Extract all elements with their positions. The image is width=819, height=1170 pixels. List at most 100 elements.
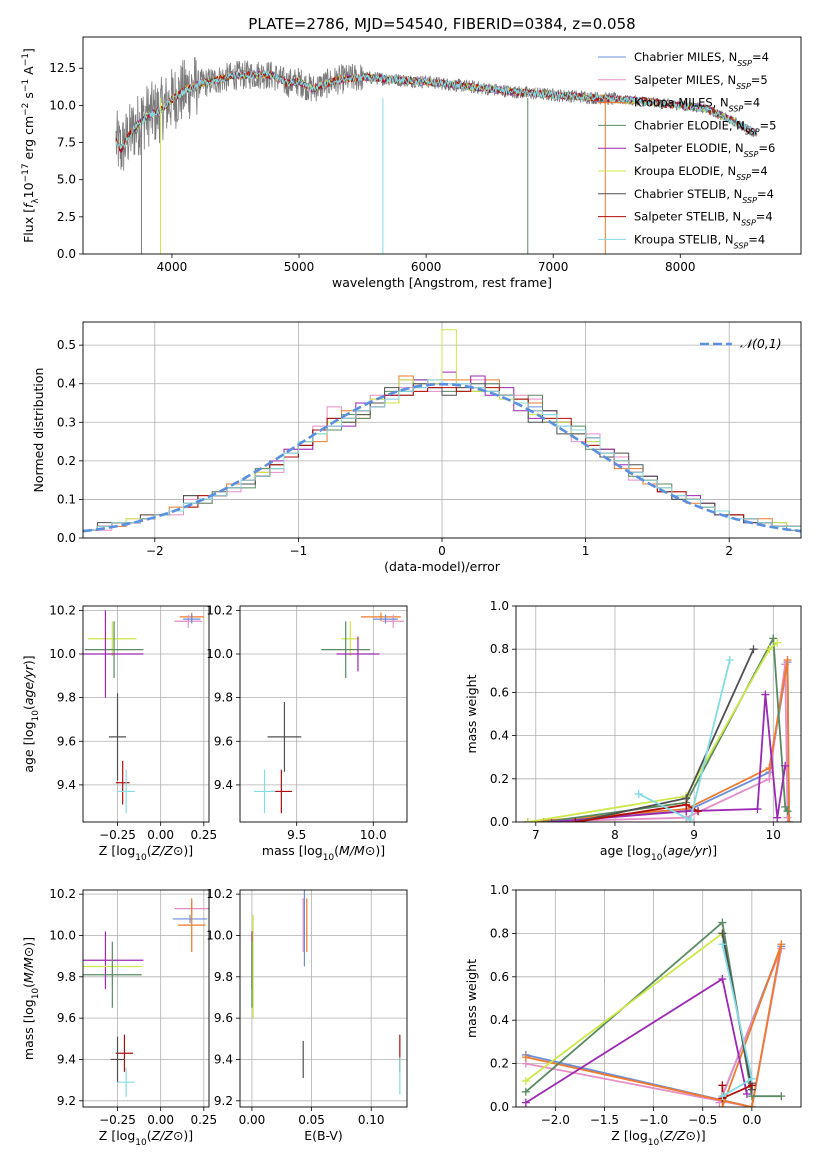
x-tick-label: 0.10	[358, 1113, 385, 1127]
weight-marker	[783, 807, 792, 816]
x-axis-label: age [log10(age/yr)]	[600, 843, 717, 863]
y-tick-label: 0.0	[490, 815, 509, 829]
x-tick-label: 9.5	[287, 828, 306, 842]
errorbar-point	[83, 610, 144, 698]
y-axis-label: mass weight	[464, 674, 479, 753]
weight-line-3	[543, 635, 789, 822]
weight-marker	[777, 940, 786, 949]
errorbar-point	[84, 621, 144, 678]
x-tick-label: 0.00	[147, 828, 174, 842]
x-tick-label: 6000	[411, 260, 442, 274]
y-tick-label: 9.8	[57, 970, 76, 984]
weight-marker	[682, 800, 691, 809]
weight-marker	[747, 1074, 756, 1083]
y-tick-label: 10.0	[49, 647, 76, 661]
x-tick-label: −1.0	[639, 1113, 668, 1127]
weight-marker	[718, 918, 727, 927]
weight-marker	[785, 818, 794, 822]
errorbar-point	[117, 1067, 135, 1097]
legend-label: Chabrier STELIB, NSSP=4	[634, 187, 774, 205]
y-tick-label: 9.8	[214, 691, 233, 705]
weight-marker	[781, 802, 790, 811]
weight-marker	[686, 815, 695, 822]
y-tick-label: 0.0	[490, 1100, 509, 1114]
errorbar-point	[83, 941, 142, 1008]
x-tick-label: 7	[532, 828, 540, 842]
weight-marker	[718, 1092, 727, 1101]
legend-label: Kroupa MILES, NSSP=4	[634, 96, 760, 114]
axes-age-vs-Z: −0.25 0.00 0.25 9.4 9.6 9.8 10.0 10.2 Z [log10(Z…	[21, 603, 217, 863]
errorbar-point	[115, 760, 130, 805]
weight-marker	[521, 1076, 530, 1085]
plot-area-spectrum	[115, 56, 757, 254]
errorbar-point	[88, 621, 137, 657]
axes-frame	[82, 889, 210, 1108]
errorbar-point	[336, 636, 380, 672]
y-tick-label: 0.4	[57, 377, 76, 391]
y-tick-label: 10.2	[206, 603, 233, 617]
y-tick-label: 0.0	[57, 531, 76, 545]
x-axis-label: wavelength [Angstrom, rest frame]	[332, 275, 552, 290]
x-tick-label: 0.25	[190, 1113, 217, 1127]
axes-spectrum: 4000 5000 6000 7000 8000 0.0 2.5 5.0 7.5 10.0 12.5…	[21, 36, 802, 290]
y-tick-label: 9.8	[214, 970, 233, 984]
y-tick-label: 9.2	[214, 1094, 233, 1108]
x-axis-label: Z [log10(Z/Z⊙)]	[99, 1128, 193, 1148]
y-tick-label: 0.8	[490, 926, 509, 940]
y-tick-label: 9.6	[57, 734, 76, 748]
weight-marker	[747, 1103, 756, 1107]
weight-marker	[547, 818, 556, 822]
weight-line-5	[525, 932, 723, 1082]
y-tick-label: 0.6	[490, 970, 509, 984]
weight-marker	[718, 1103, 727, 1107]
weight-marker	[725, 656, 734, 664]
weight-line-4	[551, 694, 787, 822]
axes-residuals: −2 −1 0 1 2 0.0 0.1 0.2 0.3 0.4 0.5 (data-model)/er…	[31, 321, 802, 574]
plot-area-age-vs-Z	[83, 606, 209, 822]
figure-title: PLATE=2786, MJD=54540, FIBERID=0384, z=0…	[248, 15, 635, 33]
y-tick-label: 9.6	[214, 1011, 233, 1025]
x-tick-label: −2	[146, 544, 164, 558]
y-tick-label: 9.6	[214, 734, 233, 748]
y-axis-label: Flux [fλ10−17 erg cm−2 s−1 A−1]	[21, 48, 41, 243]
axes-frame	[82, 36, 802, 255]
axes-frame	[515, 889, 802, 1108]
errorbar-point	[361, 612, 401, 622]
weight-line-1	[527, 664, 790, 822]
errorbar-point	[172, 914, 208, 924]
y-tick-label: 0.4	[490, 1013, 509, 1027]
y-tick-label: 10.0	[206, 928, 233, 942]
y-tick-label: 0.2	[490, 772, 509, 786]
weight-marker	[769, 634, 778, 643]
weight-marker	[718, 974, 727, 983]
y-axis-label: mass weight	[464, 959, 479, 1038]
errorbar-point	[183, 614, 201, 624]
x-axis-label: Z [log10(Z/Z⊙)]	[611, 1128, 705, 1148]
weight-marker	[521, 1098, 530, 1107]
x-tick-label: −1	[290, 544, 308, 558]
x-tick-label: 2	[725, 544, 733, 558]
errorbar-point	[108, 693, 127, 781]
plot-area-age-vs-weight	[516, 606, 801, 822]
x-tick-label: 8	[611, 828, 619, 842]
legend-label: 𝒩(0,1)	[740, 336, 782, 351]
x-tick-label: −0.25	[99, 828, 136, 842]
x-tick-label: 0.05	[298, 1113, 325, 1127]
y-tick-label: 12.5	[49, 61, 76, 75]
weight-marker	[718, 1081, 727, 1090]
weight-marker	[718, 929, 727, 938]
y-axis-label: age [log10(age/yr)]	[21, 655, 41, 772]
x-tick-label: 0	[438, 544, 446, 558]
errorbar-point	[110, 1036, 125, 1083]
weight-marker	[571, 818, 580, 822]
errorbar-point	[115, 1034, 134, 1072]
y-tick-label: 9.8	[57, 691, 76, 705]
x-tick-label: −2.0	[541, 1113, 570, 1127]
x-axis-label: E(B-V)	[304, 1128, 343, 1143]
errorbar-point	[321, 621, 371, 678]
y-tick-label: 0.8	[490, 642, 509, 656]
weight-marker	[634, 789, 643, 798]
x-tick-label: −1.5	[590, 1113, 619, 1127]
plot-area-Z-vs-weight	[516, 890, 801, 1107]
